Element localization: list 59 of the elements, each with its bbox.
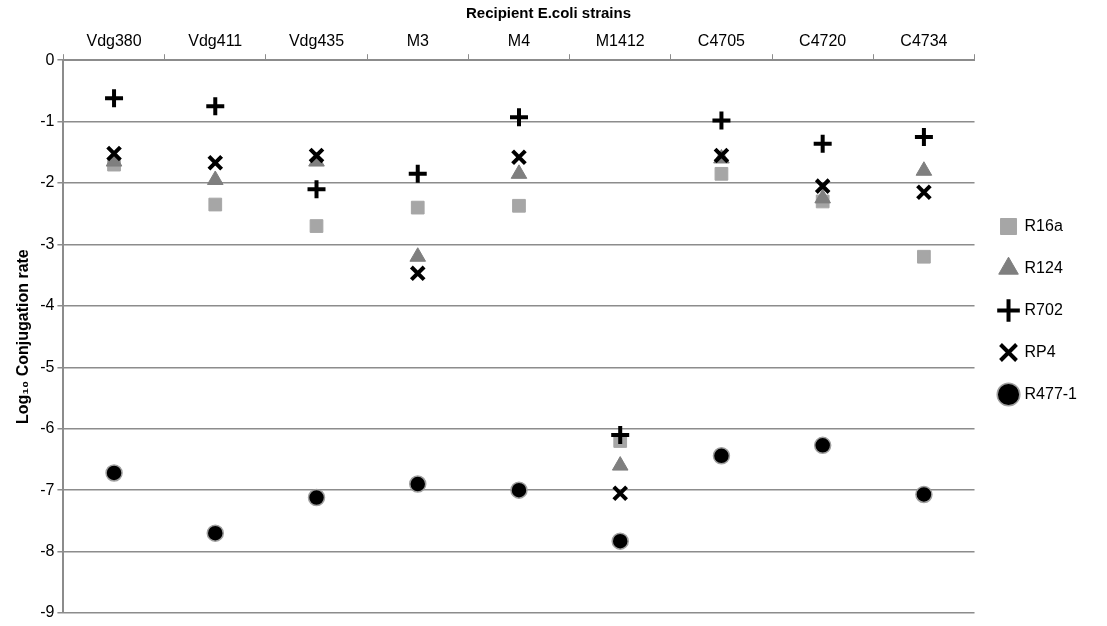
point	[915, 485, 933, 504]
y-tick-label: -8	[40, 541, 55, 559]
point	[307, 488, 326, 507]
point	[813, 436, 832, 455]
point	[510, 148, 528, 166]
x-tick-label: Vdg435	[288, 32, 345, 50]
y-tick-label: -9	[40, 603, 55, 621]
point	[611, 456, 629, 471]
point	[409, 264, 427, 282]
point	[206, 524, 225, 542]
y-tick-label: -1	[40, 112, 55, 130]
point	[510, 481, 528, 499]
point	[814, 177, 832, 195]
point	[917, 249, 931, 264]
point	[912, 125, 935, 148]
point	[714, 166, 729, 181]
x-tick-label: C4734	[900, 32, 948, 50]
y-tick-label: -4	[40, 296, 55, 314]
point	[712, 447, 731, 465]
x-tick-label: Vdg411	[188, 32, 243, 50]
y-tick-label: -7	[40, 480, 55, 498]
legend-label: R702	[1024, 300, 1063, 318]
point	[512, 198, 526, 213]
point	[811, 132, 834, 155]
point	[507, 106, 530, 129]
point	[915, 183, 933, 201]
x-tick-label: M4	[507, 32, 531, 50]
point	[408, 475, 427, 493]
point	[611, 532, 629, 550]
point	[410, 200, 425, 215]
y-tick-label: -6	[40, 419, 55, 437]
point	[105, 145, 123, 162]
y-axis-title: Log₁₀ Conjugation rate	[14, 249, 32, 424]
x-tick-label: C4705	[697, 32, 746, 50]
x-tick-label: C4720	[799, 32, 847, 50]
point	[609, 423, 632, 446]
legend-label: RP4	[1024, 342, 1056, 360]
point	[206, 154, 224, 172]
point	[308, 147, 325, 164]
legend-label: R124	[1024, 258, 1063, 276]
x-tick-label: M3	[406, 32, 429, 50]
legend-label: R16a	[1024, 216, 1063, 234]
y-tick-label: -2	[40, 173, 55, 191]
legend-label: R477-1	[1024, 384, 1078, 402]
point	[305, 178, 328, 201]
y-tick-label: -5	[40, 357, 55, 375]
point	[105, 464, 123, 482]
x-tick-label: M1412	[595, 32, 645, 50]
point	[611, 484, 629, 502]
y-tick-label: -3	[40, 234, 55, 252]
y-tick-label: 0	[45, 50, 55, 68]
point	[309, 219, 324, 233]
point	[710, 109, 733, 132]
x-tick-label: Vdg380	[86, 32, 142, 50]
point	[204, 95, 227, 118]
chart-title: Recipient E.coli strains	[465, 4, 632, 22]
point	[208, 197, 223, 212]
point	[406, 162, 429, 185]
point	[103, 87, 126, 110]
